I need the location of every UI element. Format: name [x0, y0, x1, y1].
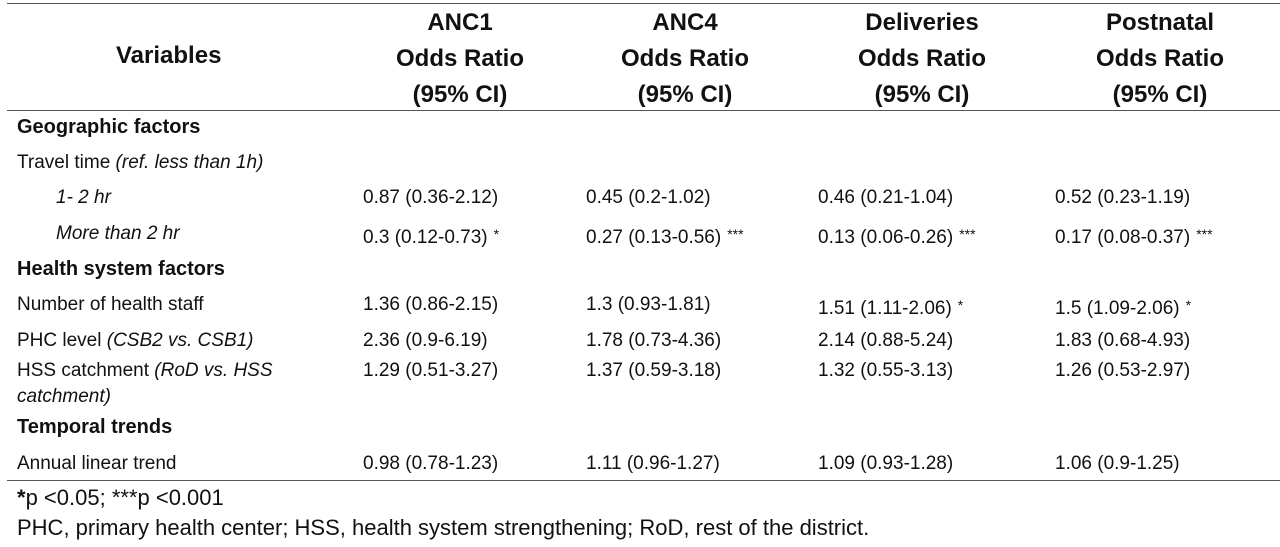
significance-marker: * [1185, 297, 1192, 313]
cell-postnatal: 1.5 (1.09-2.06) * [1055, 297, 1192, 319]
cell-anc1: 2.36 (0.9-6.19) [363, 330, 488, 351]
cell-anc1: 0.98 (0.78-1.23) [363, 453, 499, 474]
cell-anc4: 1.11 (0.96-1.27) [586, 453, 720, 474]
row-label-hss-catchment: HSS catchment (RoD vs. HSS [17, 360, 273, 381]
cell-deliveries: 1.51 (1.11-2.06) * [818, 297, 964, 319]
cell-deliveries: 2.14 (0.88-5.24) [818, 330, 954, 351]
cell-anc1: 0.87 (0.36-2.12) [363, 187, 499, 208]
bottom-rule [7, 480, 1280, 481]
cell-deliveries: 0.13 (0.06-0.26) *** [818, 226, 976, 248]
header-anc1: ANC1 Odds Ratio (95% CI) [395, 9, 524, 108]
cell-anc4: 0.45 (0.2-1.02) [586, 187, 711, 208]
row-label-health-staff: Number of health staff [17, 294, 204, 315]
cell-anc4: 1.3 (0.93-1.81) [586, 294, 711, 315]
cell-postnatal: 1.26 (0.53-2.97) [1055, 360, 1191, 381]
section-temporal: Temporal trends [17, 416, 173, 438]
header-rule [7, 110, 1280, 111]
significance-marker: * [957, 297, 964, 313]
cell-anc4: 1.37 (0.59-3.18) [586, 360, 722, 381]
significance-marker: * [493, 226, 500, 242]
cell-postnatal: 1.06 (0.9-1.25) [1055, 453, 1180, 474]
footnote-significance: *p <0.05; ***p <0.001 [17, 485, 224, 510]
row-label-travel-time: Travel time (ref. less than 1h) [17, 152, 264, 173]
cell-anc4: 0.27 (0.13-0.56) *** [586, 226, 744, 248]
header-variables: Variables [116, 42, 222, 69]
cell-anc1: 0.3 (0.12-0.73) * [363, 226, 500, 248]
row-label-1-2hr: 1- 2 hr [56, 187, 111, 208]
footnote-abbreviations: PHC, primary health center; HSS, health … [17, 515, 870, 540]
section-geographic: Geographic factors [17, 116, 201, 138]
cell-deliveries: 1.09 (0.93-1.28) [818, 453, 954, 474]
cell-postnatal: 0.17 (0.08-0.37) *** [1055, 226, 1213, 248]
header-anc4: ANC4 Odds Ratio (95% CI) [620, 9, 749, 108]
cell-postnatal: 1.83 (0.68-4.93) [1055, 330, 1191, 351]
cell-anc1: 1.29 (0.51-3.27) [363, 360, 499, 381]
cell-anc4: 1.78 (0.73-4.36) [586, 330, 722, 351]
significance-marker: *** [727, 226, 744, 242]
row-label-annual-trend: Annual linear trend [17, 453, 177, 474]
header-deliveries: Deliveries Odds Ratio (95% CI) [857, 9, 986, 108]
cell-postnatal: 0.52 (0.23-1.19) [1055, 187, 1191, 208]
cell-deliveries: 0.46 (0.21-1.04) [818, 187, 954, 208]
row-label-more-2hr: More than 2 hr [56, 223, 180, 244]
cell-anc1: 1.36 (0.86-2.15) [363, 294, 499, 315]
top-rule [7, 3, 1280, 4]
significance-marker: *** [959, 226, 976, 242]
significance-marker: *** [1196, 226, 1213, 242]
header-postnatal: Postnatal Odds Ratio (95% CI) [1095, 9, 1224, 108]
cell-deliveries: 1.32 (0.55-3.13) [818, 360, 954, 381]
row-label-hss-catchment-cont: catchment) [17, 386, 111, 407]
row-label-phc-level: PHC level (CSB2 vs. CSB1) [17, 330, 254, 351]
section-health-system: Health system factors [17, 258, 225, 280]
